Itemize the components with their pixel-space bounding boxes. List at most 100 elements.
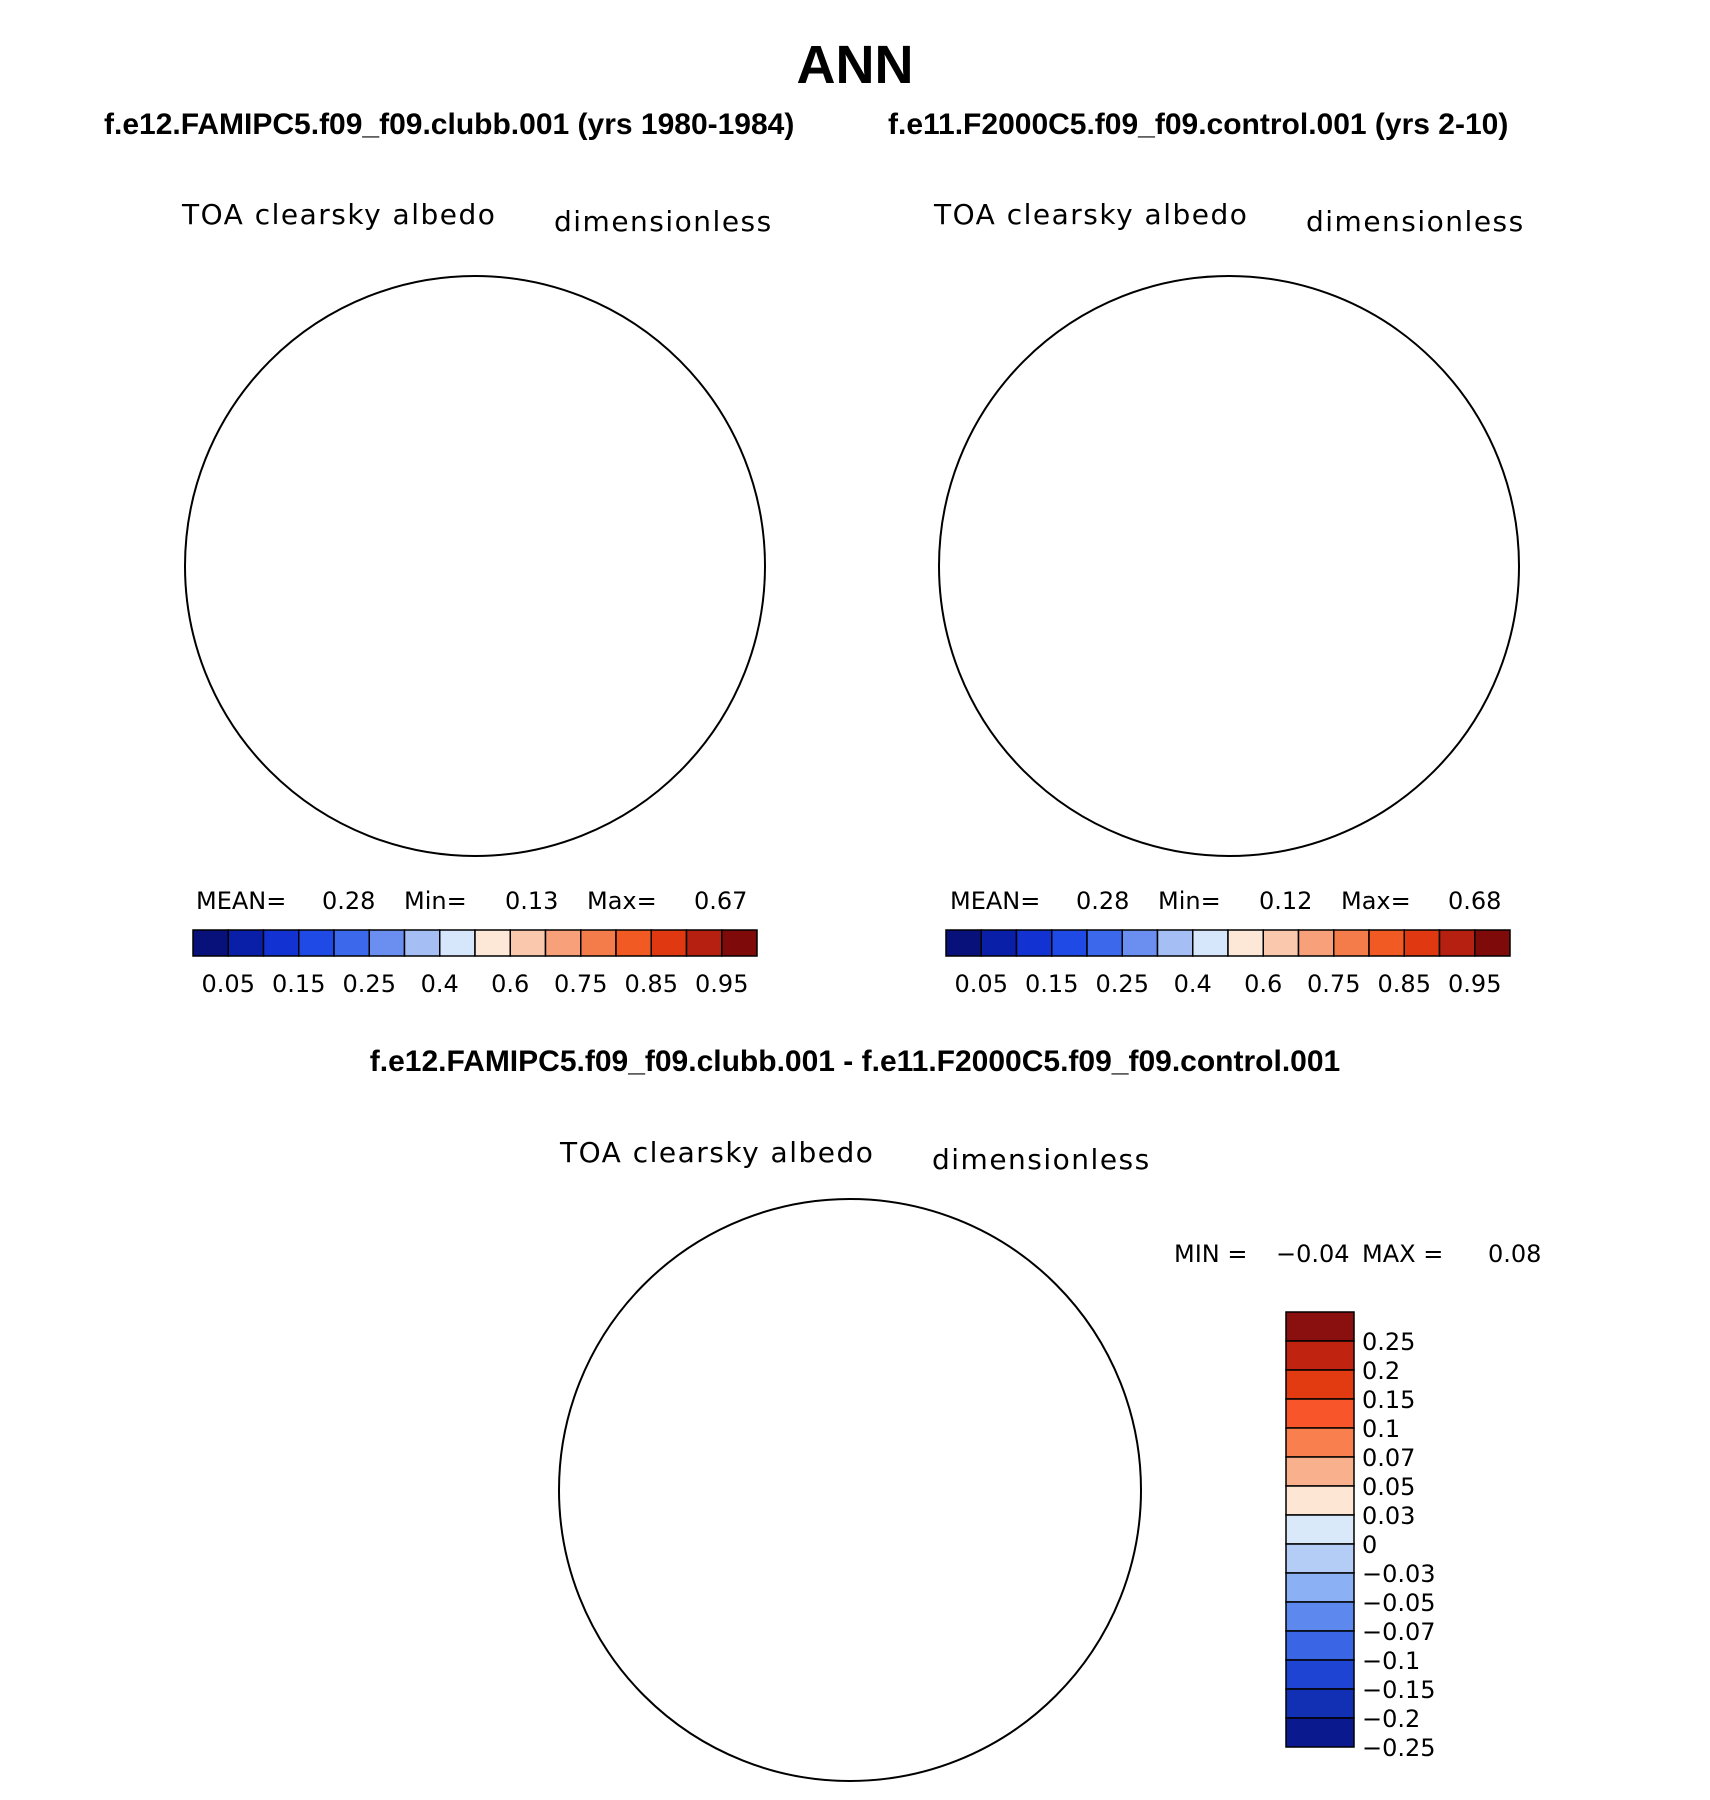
panel-2-colorbar: 0.05 0.15 0.25 0.4 0.6 0.75 0.85 0.95 <box>945 929 1511 998</box>
panel-2-min-label: Min= <box>1158 887 1221 915</box>
panel-1-colorbar-box-11 <box>580 929 617 957</box>
panel-2-units-label: dimensionless <box>1306 205 1525 238</box>
panel-1-colorbar-label-2: 0.25 <box>343 970 396 998</box>
difference-title: f.e12.FAMIPC5.f09_f09.clubb.001 - f.e11.… <box>369 1045 1341 1078</box>
diff-min-label: MIN = <box>1174 1240 1248 1268</box>
panel-1-colorbar-box-5 <box>368 929 406 957</box>
panel-1-colorbar-label-7: 0.95 <box>695 970 748 998</box>
panel-2-colorbar-box-1 <box>980 929 1018 957</box>
panel-1-colorbar-box-8 <box>474 929 511 957</box>
diff-colorbar-label-8: −0.03 <box>1362 1560 1436 1588</box>
diff-colorbar-label-9: −0.05 <box>1362 1589 1436 1617</box>
panel-1-colorbar-box-2 <box>262 929 300 957</box>
panel-1-case-title: f.e12.FAMIPC5.f09_f09.clubb.001 (yrs 198… <box>104 108 795 141</box>
diff-colorbar-box-12 <box>1285 1659 1355 1690</box>
panel-1-mean-value: 0.28 <box>322 887 376 915</box>
panel-1-colorbar-box-9 <box>509 929 547 957</box>
panel-2-colorbar-box-0 <box>945 929 982 957</box>
panel-2-colorbar-box-8 <box>1227 929 1264 957</box>
panel-2-colorbar-label-0: 0.05 <box>955 970 1008 998</box>
diff-variable-label: TOA clearsky albedo <box>560 1136 875 1169</box>
panel-2-min-value: 0.12 <box>1259 887 1313 915</box>
diff-colorbar-box-10 <box>1285 1601 1355 1632</box>
panel-2-colorbar-box-13 <box>1403 929 1441 957</box>
panel-1-colorbar-label-3: 0.4 <box>421 970 459 998</box>
diff-colorbar-box-14 <box>1285 1717 1355 1748</box>
panel-2-colorbar-box-5 <box>1121 929 1159 957</box>
diff-colorbar-box-2 <box>1285 1369 1355 1400</box>
panel-1-colorbar-box-10 <box>544 929 582 957</box>
diff-colorbar-label-3: 0.1 <box>1362 1415 1400 1443</box>
diff-colorbar-label-14: −0.25 <box>1362 1734 1436 1762</box>
panel-2-colorbar-box-15 <box>1474 929 1511 957</box>
panel-2-colorbar-box-12 <box>1368 929 1405 957</box>
diff-colorbar-box-11 <box>1285 1630 1355 1661</box>
panel-1-colorbar-box-13 <box>650 929 688 957</box>
panel-2-colorbar-box-2 <box>1015 929 1053 957</box>
panel-1-colorbar-label-1: 0.15 <box>272 970 325 998</box>
panel-2-colorbar-label-3: 0.4 <box>1174 970 1212 998</box>
diff-min-value: −0.04 <box>1276 1240 1350 1268</box>
panel-1-colorbar-box-6 <box>403 929 441 957</box>
panel-2-colorbar-box-9 <box>1262 929 1300 957</box>
diff-colorbar-box-8 <box>1285 1543 1355 1574</box>
panel-1-min-value: 0.13 <box>505 887 559 915</box>
panel-1-colorbar-label-5: 0.75 <box>554 970 607 998</box>
panel-1-colorbar-label-0: 0.05 <box>202 970 255 998</box>
panel-2-polar-map <box>938 275 1520 857</box>
diff-colorbar-label-5: 0.05 <box>1362 1473 1415 1501</box>
diff-units-label: dimensionless <box>932 1143 1151 1176</box>
panel-1-colorbar-box-3 <box>298 929 335 957</box>
panel-2-mean-value: 0.28 <box>1076 887 1130 915</box>
diff-colorbar-label-2: 0.15 <box>1362 1386 1415 1414</box>
panel-2-colorbar-box-11 <box>1333 929 1370 957</box>
panel-1-colorbar-box-0 <box>192 929 229 957</box>
panel-1-colorbar-label-6: 0.85 <box>625 970 678 998</box>
panel-1-colorbar-box-15 <box>721 929 758 957</box>
panel-2-colorbar-box-10 <box>1297 929 1335 957</box>
panel-1-min-label: Min= <box>404 887 467 915</box>
diff-colorbar-box-6 <box>1285 1485 1355 1516</box>
diff-colorbar-box-5 <box>1285 1456 1355 1487</box>
panel-1-colorbar-box-4 <box>333 929 370 957</box>
diff-colorbar-box-13 <box>1285 1688 1355 1719</box>
panel-1-max-label: Max= <box>587 887 657 915</box>
panel-2-max-value: 0.68 <box>1448 887 1502 915</box>
difference-polar-map <box>558 1198 1142 1782</box>
diff-max-value: 0.08 <box>1488 1240 1542 1268</box>
panel-1-colorbar-box-14 <box>685 929 723 957</box>
panel-1-polar-map <box>184 275 776 867</box>
panel-2-colorbar-label-6: 0.85 <box>1378 970 1431 998</box>
panel-1-colorbar-box-7 <box>439 929 476 957</box>
diff-colorbar-label-4: 0.07 <box>1362 1444 1415 1472</box>
diff-colorbar-label-13: −0.2 <box>1362 1705 1420 1733</box>
diff-colorbar-label-6: 0.03 <box>1362 1502 1415 1530</box>
difference-colorbar: 0.250.20.150.10.070.050.030−0.03−0.05−0.… <box>1285 1311 1436 1762</box>
diff-colorbar-box-0 <box>1285 1311 1355 1342</box>
diff-colorbar-label-0: 0.25 <box>1362 1328 1415 1356</box>
panel-1-colorbar-label-4: 0.6 <box>491 970 529 998</box>
panel-2-colorbar-label-1: 0.15 <box>1025 970 1078 998</box>
panel-1-colorbar-box-1 <box>227 929 265 957</box>
diff-colorbar-label-10: −0.07 <box>1362 1618 1436 1646</box>
panel-2-colorbar-label-2: 0.25 <box>1096 970 1149 998</box>
panel-1-units-label: dimensionless <box>554 205 773 238</box>
panel-1-variable-label: TOA clearsky albedo <box>182 198 497 231</box>
panel-2-variable-label: TOA clearsky albedo <box>934 198 1249 231</box>
diff-colorbar-label-11: −0.1 <box>1362 1647 1420 1675</box>
diff-colorbar-box-3 <box>1285 1398 1355 1429</box>
panel-2-colorbar-box-3 <box>1051 929 1088 957</box>
panel-1-max-value: 0.67 <box>694 887 748 915</box>
diff-colorbar-label-12: −0.15 <box>1362 1676 1436 1704</box>
diff-colorbar-label-7: 0 <box>1362 1531 1377 1559</box>
diff-colorbar-box-4 <box>1285 1427 1355 1458</box>
diff-colorbar-label-1: 0.2 <box>1362 1357 1400 1385</box>
panel-2-colorbar-box-14 <box>1438 929 1476 957</box>
diff-colorbar-box-1 <box>1285 1340 1355 1371</box>
diff-colorbar-box-7 <box>1285 1514 1355 1545</box>
diff-colorbar-box-9 <box>1285 1572 1355 1603</box>
panel-1-mean-label: MEAN= <box>196 887 287 915</box>
panel-2-colorbar-label-7: 0.95 <box>1448 970 1501 998</box>
panel-2-colorbar-label-5: 0.75 <box>1307 970 1360 998</box>
